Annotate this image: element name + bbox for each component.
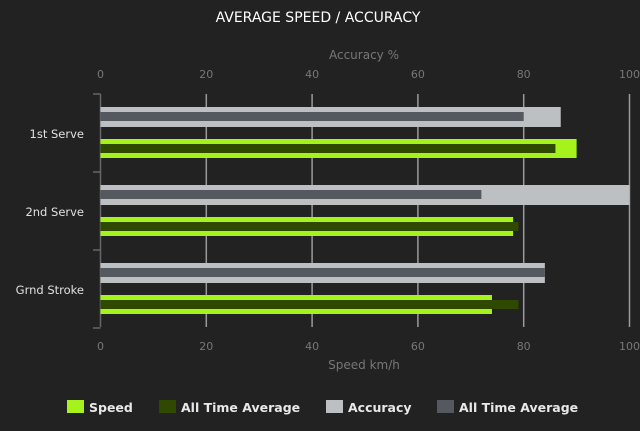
top-axis-label: Accuracy %: [329, 48, 399, 62]
top-tick-label: 20: [199, 68, 213, 81]
category-label: 2nd Serve: [25, 205, 84, 219]
bottom-tick-label: 60: [411, 340, 425, 353]
top-tick-label: 0: [97, 68, 104, 81]
bottom-tick-label: 80: [517, 340, 531, 353]
legend-label[interactable]: All Time Average: [181, 400, 300, 415]
legend-swatch: [67, 400, 84, 413]
legend-label[interactable]: Accuracy: [348, 400, 412, 415]
legend-label[interactable]: All Time Average: [459, 400, 578, 415]
legend-swatch: [437, 400, 454, 413]
legend-swatch: [159, 400, 176, 413]
bar-all-time-average[interactable]: [100, 222, 519, 231]
chart-title: AVERAGE SPEED / ACCURACY: [216, 10, 421, 26]
bottom-tick-label: 0: [97, 340, 104, 353]
bottom-tick-label: 100: [619, 340, 640, 353]
legend-label[interactable]: Speed: [89, 400, 133, 415]
category-label: Grnd Stroke: [16, 283, 84, 297]
bar-all-time-average[interactable]: [100, 300, 519, 309]
bottom-axis-label: Speed km/h: [328, 358, 400, 372]
bar-all-time-average[interactable]: [100, 268, 545, 277]
top-tick-label: 100: [619, 68, 640, 81]
bar-all-time-average[interactable]: [100, 144, 556, 153]
bar-all-time-average[interactable]: [100, 190, 482, 199]
bar-all-time-average[interactable]: [100, 112, 524, 121]
top-tick-label: 80: [517, 68, 531, 81]
top-tick-label: 60: [411, 68, 425, 81]
top-tick-label: 40: [305, 68, 319, 81]
category-label: 1st Serve: [30, 127, 84, 141]
legend-swatch: [326, 400, 343, 413]
bottom-tick-label: 40: [305, 340, 319, 353]
bottom-tick-label: 20: [199, 340, 213, 353]
